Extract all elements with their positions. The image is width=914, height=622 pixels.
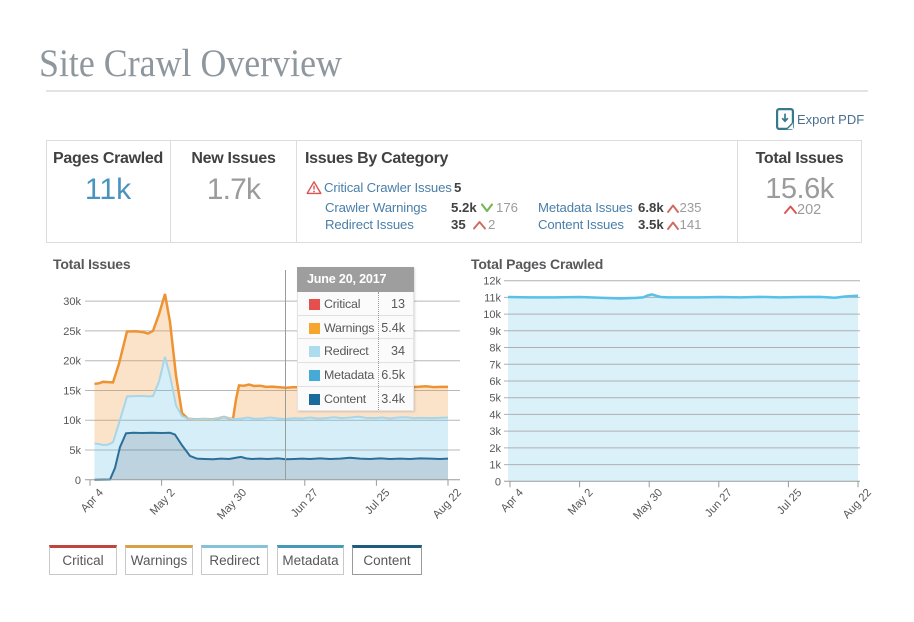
svg-text:11k: 11k — [484, 292, 501, 304]
svg-text:9k: 9k — [489, 326, 501, 338]
svg-text:Jun 27: Jun 27 — [703, 487, 735, 520]
svg-text:Aug 22: Aug 22 — [431, 487, 464, 521]
svg-text:7k: 7k — [489, 359, 501, 371]
svg-text:1k: 1k — [489, 460, 501, 472]
svg-text:Jun 27: Jun 27 — [289, 487, 321, 520]
svg-text:4k: 4k — [489, 409, 501, 421]
svg-text:25k: 25k — [63, 326, 81, 338]
svg-text:May 2: May 2 — [566, 487, 596, 518]
svg-text:0: 0 — [495, 476, 501, 488]
svg-text:6k: 6k — [489, 376, 501, 388]
svg-text:Jul 25: Jul 25 — [775, 487, 804, 517]
svg-text:15k: 15k — [63, 386, 81, 398]
svg-text:Apr 4: Apr 4 — [499, 487, 526, 515]
svg-text:2k: 2k — [489, 443, 501, 455]
svg-text:5k: 5k — [69, 445, 81, 457]
svg-text:10k: 10k — [483, 309, 501, 321]
svg-text:0: 0 — [75, 475, 81, 487]
svg-text:May 30: May 30 — [215, 487, 249, 522]
svg-text:12k: 12k — [483, 276, 501, 288]
svg-text:20k: 20k — [63, 356, 81, 368]
svg-text:8k: 8k — [489, 343, 501, 355]
svg-text:Aug 22: Aug 22 — [841, 487, 874, 521]
svg-text:10k: 10k — [63, 415, 81, 427]
svg-text:Apr 4: Apr 4 — [79, 487, 106, 515]
svg-text:5k: 5k — [489, 393, 501, 405]
svg-text:May 30: May 30 — [631, 487, 665, 522]
svg-text:May 2: May 2 — [148, 487, 178, 518]
svg-text:3k: 3k — [489, 426, 501, 438]
svg-text:Jul 25: Jul 25 — [363, 487, 392, 517]
svg-text:30k: 30k — [63, 296, 81, 308]
